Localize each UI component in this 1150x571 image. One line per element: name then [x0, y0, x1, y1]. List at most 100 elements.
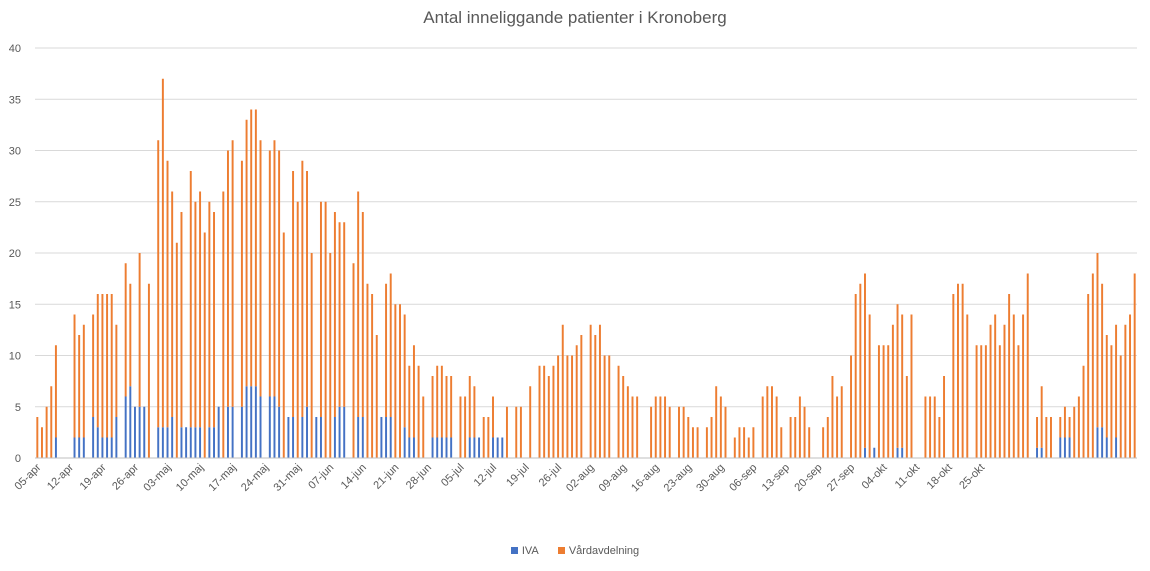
bar-vardavdelning — [394, 304, 397, 458]
x-tick-label: 28-jun — [404, 462, 434, 492]
bar-iva — [92, 417, 95, 458]
bar-iva — [1105, 437, 1108, 458]
bar-iva — [194, 427, 197, 458]
legend: IVA Vårdavdelning — [0, 545, 1150, 557]
bar-vardavdelning — [650, 406, 653, 458]
bar-vardavdelning — [1087, 294, 1090, 458]
bar-vardavdelning — [929, 396, 932, 458]
bar-vardavdelning — [408, 365, 411, 438]
x-tick-label: 18-okt — [925, 462, 955, 492]
bar-vardavdelning — [250, 109, 253, 387]
bar-vardavdelning — [984, 345, 987, 458]
bar-vardavdelning — [808, 427, 811, 458]
bar-vardavdelning — [826, 417, 829, 458]
bar-vardavdelning — [850, 355, 853, 458]
bar-iva — [408, 437, 411, 458]
bar-vardavdelning — [668, 406, 671, 458]
bar-iva — [301, 417, 304, 458]
bar-vardavdelning — [338, 222, 341, 407]
bar-vardavdelning — [580, 335, 583, 458]
bar-iva — [450, 437, 453, 458]
bar-vardavdelning — [273, 140, 276, 397]
bar-vardavdelning — [199, 191, 202, 428]
legend-item-vardavdelning[interactable]: Vårdavdelning — [557, 545, 639, 557]
bar-vardavdelning — [389, 273, 392, 417]
bar-vardavdelning — [552, 365, 555, 458]
bar-vardavdelning — [440, 365, 443, 438]
bar-vardavdelning — [1082, 365, 1085, 458]
bar-vardavdelning — [664, 396, 667, 458]
bar-iva — [896, 447, 899, 458]
legend-swatch-vardavdelning — [557, 547, 565, 554]
bar-vardavdelning — [803, 406, 806, 458]
bar-vardavdelning — [608, 355, 611, 458]
bar-iva — [199, 427, 202, 458]
bar-iva — [440, 437, 443, 458]
x-tick-label: 25-okt — [957, 462, 987, 492]
x-tick-label: 23-aug — [662, 462, 695, 495]
bar-vardavdelning — [1133, 273, 1136, 458]
bar-vardavdelning — [571, 355, 574, 458]
bar-vardavdelning — [161, 78, 164, 428]
bar-vardavdelning — [213, 212, 215, 428]
bar-iva — [343, 406, 346, 458]
bar-iva — [185, 427, 188, 458]
bar-vardavdelning — [617, 365, 620, 458]
bar-vardavdelning — [994, 314, 997, 458]
bar-vardavdelning — [1036, 417, 1039, 448]
bar-iva — [1063, 437, 1066, 458]
bar-vardavdelning — [101, 294, 104, 438]
bar-vardavdelning — [1091, 273, 1094, 458]
bar-vardavdelning — [171, 191, 174, 417]
bar-iva — [403, 427, 406, 458]
bar-vardavdelning — [254, 109, 257, 387]
bar-vardavdelning — [891, 324, 894, 458]
bar-iva — [189, 427, 192, 458]
bar-vardavdelning — [96, 294, 99, 428]
bar-vardavdelning — [1059, 417, 1062, 438]
x-tick-label: 19-jul — [504, 462, 532, 490]
bar-vardavdelning — [366, 283, 369, 458]
bar-iva — [143, 406, 146, 458]
legend-item-iva[interactable]: IVA — [510, 545, 539, 557]
bar-vardavdelning — [36, 417, 39, 458]
bar-iva — [1115, 437, 1118, 458]
bar-vardavdelning — [189, 171, 192, 428]
bar-vardavdelning — [278, 150, 281, 407]
bar-vardavdelning — [352, 263, 355, 458]
x-tick-label: 05-jul — [439, 462, 467, 490]
bar-vardavdelning — [538, 365, 541, 458]
bar-iva — [106, 437, 109, 458]
x-tick-label: 17-maj — [206, 462, 238, 494]
bar-vardavdelning — [319, 201, 322, 417]
bar-vardavdelning — [259, 140, 262, 397]
bar-iva — [431, 437, 434, 458]
bar-vardavdelning — [296, 201, 299, 458]
bar-vardavdelning — [45, 406, 48, 458]
bar-vardavdelning — [636, 396, 639, 458]
x-tick-label: 31-maj — [272, 462, 304, 494]
bar-iva — [319, 417, 322, 458]
bar-iva — [161, 427, 164, 458]
bar-vardavdelning — [324, 201, 327, 458]
bar-vardavdelning — [1073, 406, 1076, 458]
bar-vardavdelning — [966, 314, 969, 458]
bar-vardavdelning — [887, 345, 890, 458]
bar-vardavdelning — [747, 437, 750, 458]
bar-vardavdelning — [752, 427, 755, 458]
bar-iva — [231, 406, 234, 458]
bar-vardavdelning — [836, 396, 839, 458]
bar-iva — [245, 386, 248, 458]
bar-iva — [478, 437, 481, 458]
y-tick-label: 25 — [9, 197, 21, 209]
bar-vardavdelning — [138, 253, 141, 407]
bar-vardavdelning — [82, 324, 85, 438]
bar-vardavdelning — [1068, 417, 1071, 438]
x-tick-label: 06-sep — [727, 462, 759, 494]
bar-vardavdelning — [864, 273, 866, 448]
bar-iva — [259, 396, 262, 458]
x-axis-tick-labels: 05-apr 12-apr 19-apr 26-apr 03-maj 10-maj 17-m… — [12, 461, 987, 494]
bar-vardavdelning — [761, 396, 764, 458]
bar-vardavdelning — [194, 201, 197, 428]
bar-vardavdelning — [575, 345, 578, 458]
